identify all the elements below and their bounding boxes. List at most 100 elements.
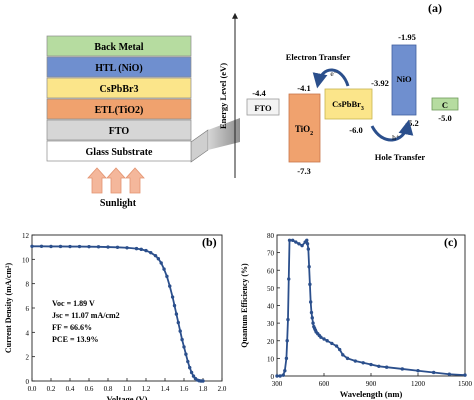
- plot-frame: [276, 234, 466, 377]
- y-tick-label: 10: [267, 355, 275, 363]
- pce-text: PCE = 13.9%: [52, 335, 99, 344]
- data-point: [345, 356, 350, 361]
- data-point: [307, 265, 311, 269]
- data-point: [400, 367, 405, 371]
- stack-layer: [46, 98, 192, 120]
- data-point: [134, 246, 139, 251]
- x-tick-label: 600: [319, 380, 330, 388]
- x-tick-label: 0.4: [66, 385, 75, 393]
- data-point: [290, 238, 295, 242]
- y-tick-label: 70: [267, 250, 275, 258]
- data-point: [186, 359, 190, 364]
- hole-transfer-arrow: [370, 119, 414, 142]
- stack-layer: [46, 119, 192, 141]
- cspbbr3-bottom-value: -6.0: [349, 125, 362, 135]
- data-point: [77, 244, 82, 249]
- x-tick-label: 1.2: [142, 385, 151, 393]
- data-point: [144, 248, 148, 253]
- y-tick-label: 40: [267, 303, 275, 311]
- panel-c-label: (c): [444, 235, 457, 249]
- data-point: [201, 379, 205, 383]
- series-line: [277, 238, 466, 377]
- data-point: [139, 247, 143, 252]
- y-tick-label: 12: [22, 232, 30, 240]
- data-point: [325, 339, 329, 343]
- stack-side-face: [190, 129, 209, 163]
- qe-chart: 300 600 900 1200 1500 0 10 20 30 40 50 60 70 80 Wavele…: [240, 232, 473, 399]
- x-tick-label: 1.0: [123, 385, 132, 393]
- x-tick-label: 1200: [411, 380, 426, 388]
- y-tick-label: 2: [26, 354, 30, 362]
- data-point: [281, 373, 285, 377]
- x-tick-label: 1.4: [161, 385, 170, 393]
- data-point: [305, 238, 309, 242]
- electron-symbol: e⁻: [330, 69, 337, 78]
- tio2-band: [288, 93, 321, 163]
- data-point: [182, 345, 186, 349]
- data-point: [180, 337, 184, 342]
- data-point: [306, 247, 311, 251]
- sunlight-arrow-icon: [106, 167, 126, 194]
- data-point: [188, 365, 192, 370]
- data-point: [165, 274, 169, 279]
- data-point: [286, 317, 290, 322]
- x-tick-label: 2.0: [218, 385, 227, 393]
- c-band: [431, 97, 459, 111]
- data-point: [159, 261, 163, 265]
- x-tick-label: 0.6: [85, 385, 94, 393]
- panel-c: (c) 300 600 900 1200 1500 0 10 20 30 40 50 60 70 80 Wa…: [240, 232, 473, 399]
- data-point: [287, 238, 292, 242]
- data-point: [285, 339, 289, 343]
- sunlight-arrows: [87, 167, 145, 194]
- jsc-text: Jsc = 11.07 mA/cm2: [52, 311, 120, 320]
- y-tick-label: 60: [267, 267, 275, 275]
- c-band-label: C: [442, 100, 448, 110]
- data-point: [174, 312, 179, 316]
- data-point: [191, 374, 196, 378]
- data-point: [68, 244, 72, 249]
- fto-level-value: -4.4: [252, 88, 266, 98]
- data-point: [149, 250, 153, 255]
- nio-top-value: -1.95: [398, 32, 416, 42]
- data-point: [322, 337, 326, 341]
- data-point: [125, 246, 129, 250]
- data-point: [334, 344, 339, 348]
- x-tick-label: 1500: [458, 380, 473, 388]
- data-point: [337, 347, 342, 352]
- data-point: [294, 240, 298, 244]
- y-tick-label: 20: [267, 338, 275, 346]
- stack-layer: [46, 35, 192, 57]
- panel-b: (b) 0.0 0.2 0.4 0.6 0.8 1.0 1.2 1.4 1.6 1.8 2.0 0 2 4…: [4, 232, 227, 400]
- stack-layer: [46, 56, 192, 78]
- stack-layer-label: Glass Substrate: [86, 147, 154, 158]
- data-point: [369, 362, 373, 367]
- electron-transfer-arrow: [312, 68, 350, 89]
- y-axis-label: Current Density (mA/cm²): [4, 263, 13, 354]
- x-tick-label: 0.0: [28, 385, 37, 393]
- data-point: [308, 300, 313, 304]
- data-point: [283, 369, 287, 373]
- data-point: [162, 267, 166, 271]
- nio-band-label: NiO: [396, 74, 412, 84]
- hole-symbol: h⁺: [392, 133, 400, 142]
- x-axis-label: Wavelength (nm): [340, 389, 403, 399]
- panel-a: (a) Back Metal HTL (NiO) CsPbBr3 ETL(TiO2) F…: [46, 1, 459, 209]
- data-point: [416, 369, 420, 373]
- x-axis-label: Voltage (V): [107, 394, 148, 400]
- data-point: [184, 352, 188, 356]
- hole-transfer-label: Hole Transfer: [375, 152, 426, 162]
- data-point: [361, 361, 365, 365]
- jv-parameters: Voc = 1.89 V Jsc = 11.07 mA/cm2 FF = 66.…: [52, 299, 120, 344]
- x-tick-label: 1.8: [199, 385, 208, 393]
- y-tick-label: 0: [26, 378, 30, 386]
- data-point: [58, 244, 63, 249]
- cspbbr3-band: [324, 88, 373, 120]
- data-point: [297, 242, 301, 246]
- stack-layer: [46, 77, 192, 99]
- data-point: [178, 329, 182, 333]
- data-point: [284, 356, 289, 361]
- c-level-value: -5.0: [438, 113, 451, 123]
- data-point: [87, 244, 91, 249]
- data-point: [96, 245, 101, 249]
- fto-band: [246, 98, 280, 116]
